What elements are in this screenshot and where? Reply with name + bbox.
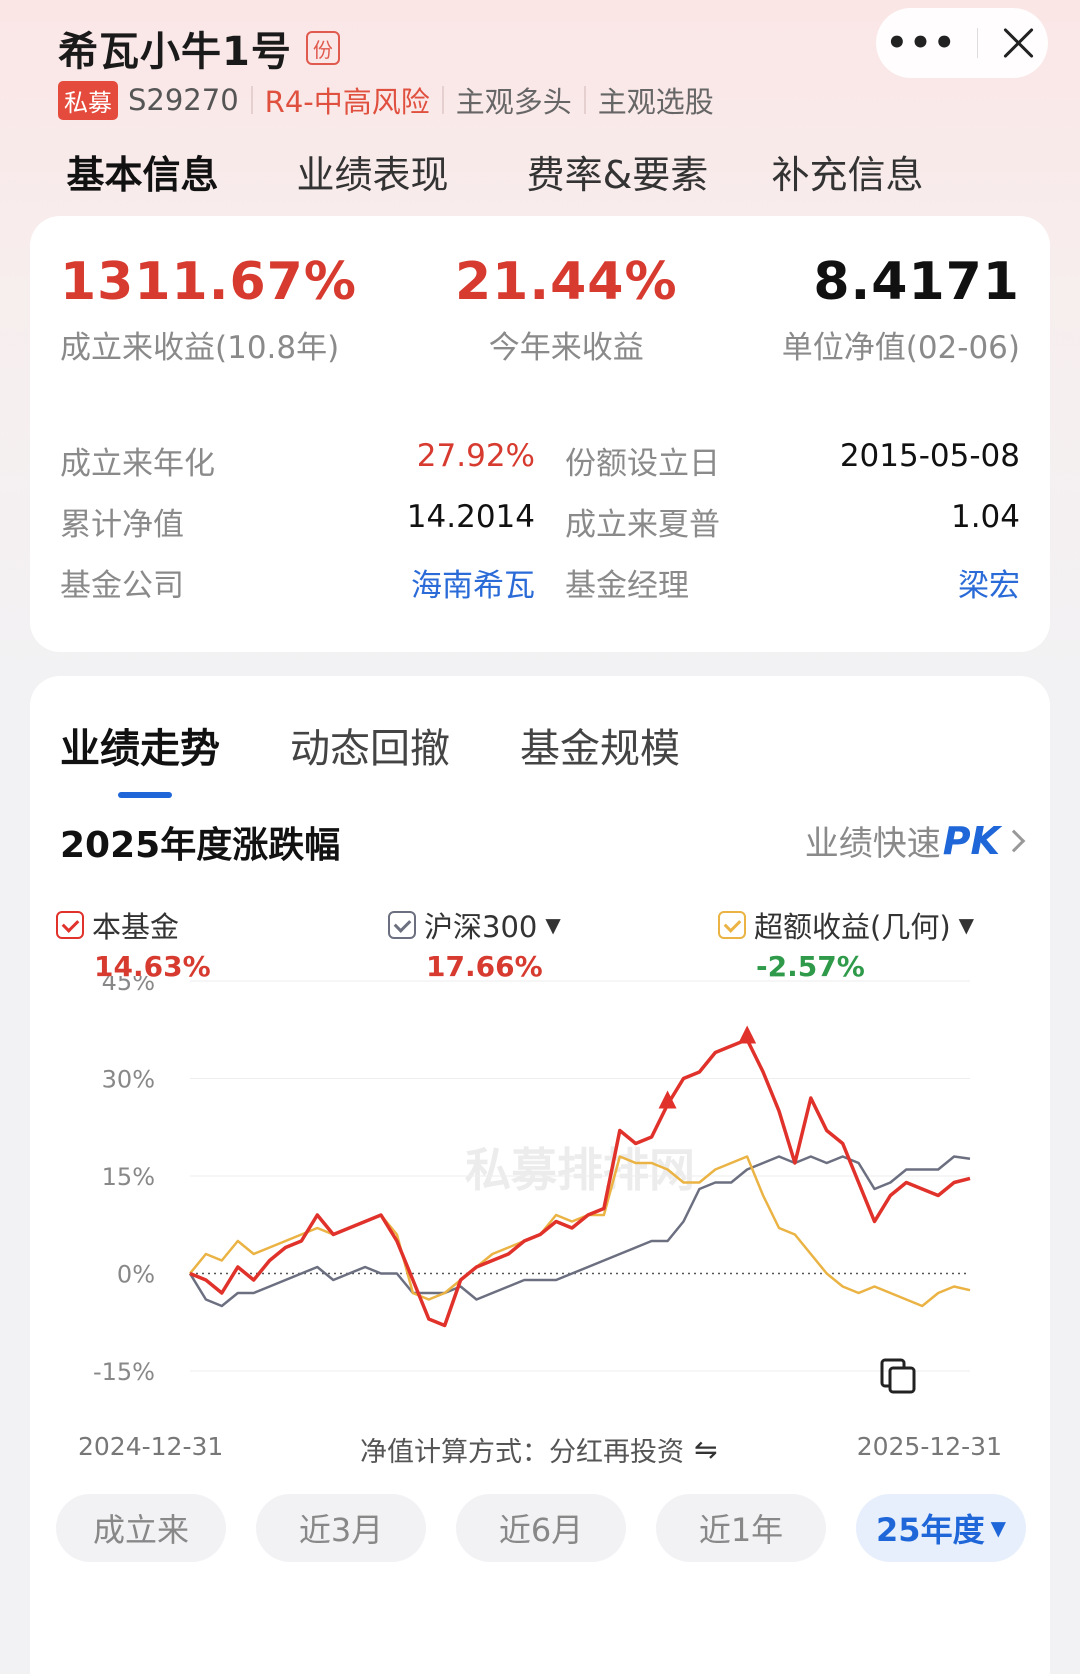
- swap-icon[interactable]: ⇋: [694, 1433, 718, 1466]
- tab-trend[interactable]: 业绩走势: [60, 716, 290, 798]
- cum-nav-label: 累计净值: [60, 507, 184, 543]
- tab-performance[interactable]: 业绩表现: [296, 153, 449, 197]
- annualized-value: 27.92%: [416, 438, 535, 474]
- range-2025[interactable]: 25年度 ▼: [856, 1494, 1026, 1562]
- style-tag: 主观选股: [597, 85, 714, 119]
- series-line-2: [188, 1155, 971, 1308]
- range-3m[interactable]: 近3月: [256, 1494, 426, 1562]
- company-label: 基金公司: [60, 568, 184, 604]
- series-line-1: [189, 1037, 971, 1328]
- legend-name: 超额收益(几何): [754, 910, 951, 944]
- tab-fund-size[interactable]: 基金规模: [520, 726, 680, 772]
- company-link[interactable]: 海南希瓦: [411, 568, 535, 604]
- share-badge[interactable]: 份: [305, 31, 340, 65]
- range-selector: 成立来 近3月 近6月 近1年 25年度 ▼: [56, 1494, 1026, 1562]
- calc-method-label: 净值计算方式：分红再投资: [360, 1437, 684, 1468]
- checkbox-icon[interactable]: [56, 911, 84, 939]
- tab-basic-info[interactable]: 基本信息: [40, 138, 245, 218]
- risk-level: R4-中高风险: [264, 85, 430, 119]
- kpi-nav: 8.4171 单位净值(02-06): [782, 252, 1020, 367]
- pk-label: PK: [942, 818, 1000, 863]
- range-since-inception[interactable]: 成立来: [56, 1494, 226, 1562]
- strategy-tag: 主观多头: [455, 85, 572, 119]
- checkbox-icon[interactable]: [718, 911, 746, 939]
- chevron-right-icon: [1002, 829, 1026, 852]
- ytd-return: 21.44%: [455, 252, 678, 312]
- y-tick-label: -15%: [93, 1358, 155, 1386]
- manager-label: 基金经理: [565, 568, 689, 604]
- capsule-controls: •••: [876, 8, 1048, 78]
- tab-fees[interactable]: 费率&要素: [526, 153, 709, 197]
- legend-value: -2.57%: [756, 950, 865, 983]
- info-row: 成立来年化 27.92% 份额设立日 2015-05-08: [60, 438, 1020, 488]
- series-line-3: [189, 1155, 971, 1308]
- close-icon[interactable]: [998, 23, 1038, 63]
- y-tick-label: 0%: [117, 1261, 155, 1289]
- info-row: 基金公司 海南希瓦 基金经理 梁宏: [60, 560, 1020, 610]
- legend-benchmark[interactable]: 沪深300 ▼ 17.66%: [388, 904, 561, 983]
- performance-sub-tabs: 业绩走势 动态回撤 基金规模: [60, 716, 750, 798]
- peak-marker: [658, 1090, 677, 1109]
- y-tick-label: 45%: [102, 976, 155, 996]
- capsule-divider: [977, 28, 979, 58]
- fund-code: S29270: [128, 83, 239, 117]
- sharpe-label: 成立来夏普: [565, 507, 720, 543]
- tab-supplementary[interactable]: 补充信息: [771, 153, 924, 197]
- since-inception-label: 成立来收益(10.8年): [60, 330, 340, 366]
- x-start-date: 2024-12-31: [78, 1432, 224, 1461]
- calc-method[interactable]: 净值计算方式：分红再投资 ⇋: [360, 1430, 717, 1469]
- ytd-label: 今年来收益: [488, 330, 644, 366]
- pk-link[interactable]: 业绩快速 PK: [804, 816, 1026, 865]
- chart-watermark: 私募排排网: [465, 1143, 695, 1197]
- peak-marker: [738, 1025, 757, 1044]
- legend-name: 沪深300: [424, 910, 538, 944]
- legend-excess[interactable]: 超额收益(几何) ▼ -2.57%: [718, 904, 974, 983]
- chart-title: 2025年度涨跌幅: [60, 825, 341, 866]
- caret-down-icon[interactable]: ▼: [990, 1516, 1006, 1540]
- pk-prefix: 业绩快速: [804, 824, 941, 864]
- fund-header: 希瓦小牛1号 份 私募 S29270 R4-中高风险 主观多头 主观选股: [58, 18, 1038, 120]
- tag-divider: [583, 86, 586, 114]
- tag-divider: [250, 86, 253, 114]
- legend-name: 本基金: [92, 910, 180, 944]
- tag-divider: [441, 86, 444, 114]
- private-tag: 私募: [58, 80, 118, 120]
- y-tick-label: 30%: [102, 1066, 155, 1094]
- fund-tags: 私募 S29270 R4-中高风险 主观多头 主观选股: [58, 80, 1038, 120]
- sharpe-value: 1.04: [950, 499, 1020, 535]
- legend-value: 14.63%: [94, 950, 211, 983]
- tab-drawdown[interactable]: 动态回撤: [290, 726, 450, 772]
- cum-nav-value: 14.2014: [406, 499, 535, 535]
- manager-link[interactable]: 梁宏: [958, 568, 1020, 604]
- main-tabs: 基本信息 业绩表现 费率&要素 补充信息: [40, 138, 1040, 218]
- more-icon[interactable]: •••: [885, 23, 958, 63]
- info-row: 累计净值 14.2014 成立来夏普 1.04: [60, 499, 1020, 549]
- x-end-date: 2025-12-31: [856, 1432, 1002, 1461]
- kpi-since-inception: 1311.67% 成立来收益(10.8年): [60, 252, 357, 367]
- kpi-ytd: 21.44% 今年来收益: [455, 252, 678, 367]
- annualized-label: 成立来年化: [60, 446, 215, 482]
- unit-nav-label: 单位净值(02-06): [781, 330, 1020, 366]
- range-1y[interactable]: 近1年: [656, 1494, 826, 1562]
- legend-fund[interactable]: 本基金 14.63%: [56, 904, 211, 983]
- unit-nav: 8.4171: [813, 252, 1020, 312]
- performance-chart[interactable]: 私募排排网 45% 30% 15% 0% -15%: [60, 976, 1020, 1436]
- since-inception-return: 1311.67%: [60, 252, 357, 312]
- caret-down-icon[interactable]: ▼: [545, 913, 561, 937]
- range-6m[interactable]: 近6月: [456, 1494, 626, 1562]
- y-tick-label: 15%: [102, 1163, 155, 1191]
- performance-card: 业绩走势 动态回撤 基金规模 2025年度涨跌幅 业绩快速 PK 本基金 14.…: [30, 676, 1050, 1674]
- basic-info-card: 1311.67% 成立来收益(10.8年) 21.44% 今年来收益 8.417…: [30, 216, 1050, 652]
- fund-name: 希瓦小牛1号: [58, 29, 292, 75]
- share-date-label: 份额设立日: [565, 446, 720, 482]
- share-date-value: 2015-05-08: [839, 438, 1020, 474]
- legend-value: 17.66%: [426, 950, 543, 983]
- caret-down-icon[interactable]: ▼: [958, 913, 975, 937]
- checkbox-icon[interactable]: [388, 911, 416, 939]
- range-2025-label: 25年度: [876, 1511, 985, 1549]
- copy-icon[interactable]: [878, 1356, 918, 1396]
